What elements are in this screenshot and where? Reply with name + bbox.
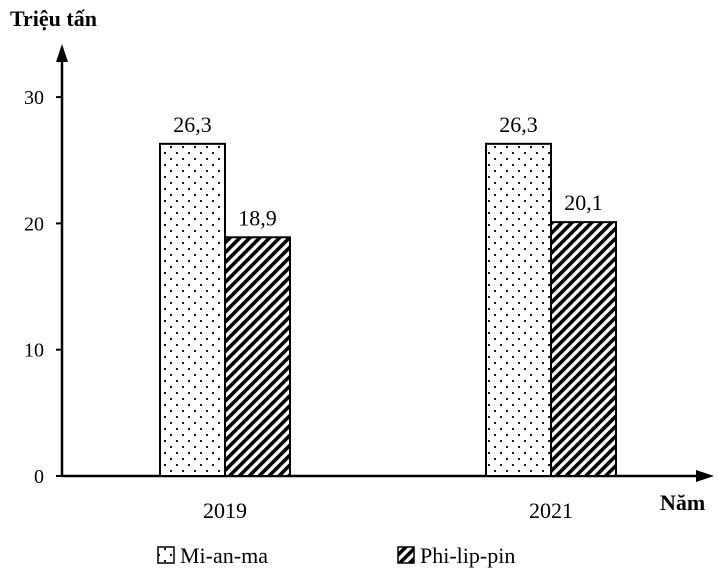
legend-swatch-mi-an-ma bbox=[157, 546, 175, 564]
x-axis-title: Năm bbox=[660, 490, 705, 515]
x-axis-arrow bbox=[696, 470, 714, 482]
bar-value-label: 26,3 bbox=[499, 112, 538, 137]
value-labels: 26,3 26,3 18,9 20,1 bbox=[173, 112, 603, 230]
legend-swatch-phi-lip-pin bbox=[397, 546, 415, 564]
legend-label-mi-an-ma: Mi-an-ma bbox=[180, 543, 268, 568]
y-axis-arrow bbox=[56, 44, 68, 62]
bar bbox=[485, 142, 552, 477]
bar bbox=[550, 221, 617, 477]
y-tick-label: 30 bbox=[24, 87, 44, 109]
bar-value-label: 18,9 bbox=[238, 205, 277, 230]
y-tick-label: 0 bbox=[34, 466, 44, 488]
bar bbox=[224, 236, 291, 477]
bar bbox=[159, 142, 226, 477]
y-tick-label: 10 bbox=[24, 340, 44, 362]
legend: Mi-an-ma Phi-lip-pin bbox=[157, 543, 515, 568]
x-category-label: 2021 bbox=[529, 498, 573, 523]
legend-label-phi-lip-pin: Phi-lip-pin bbox=[420, 543, 515, 568]
y-tick-label: 20 bbox=[24, 213, 44, 235]
y-axis-title: Triệu tấn bbox=[10, 6, 97, 31]
x-category-label: 2019 bbox=[203, 498, 247, 523]
y-ticks: 0 10 20 30 bbox=[24, 87, 62, 488]
bars bbox=[159, 142, 617, 477]
category-labels: 2019 2021 bbox=[203, 498, 573, 523]
bar-value-label: 26,3 bbox=[173, 112, 212, 137]
bar-value-label: 20,1 bbox=[564, 190, 603, 215]
